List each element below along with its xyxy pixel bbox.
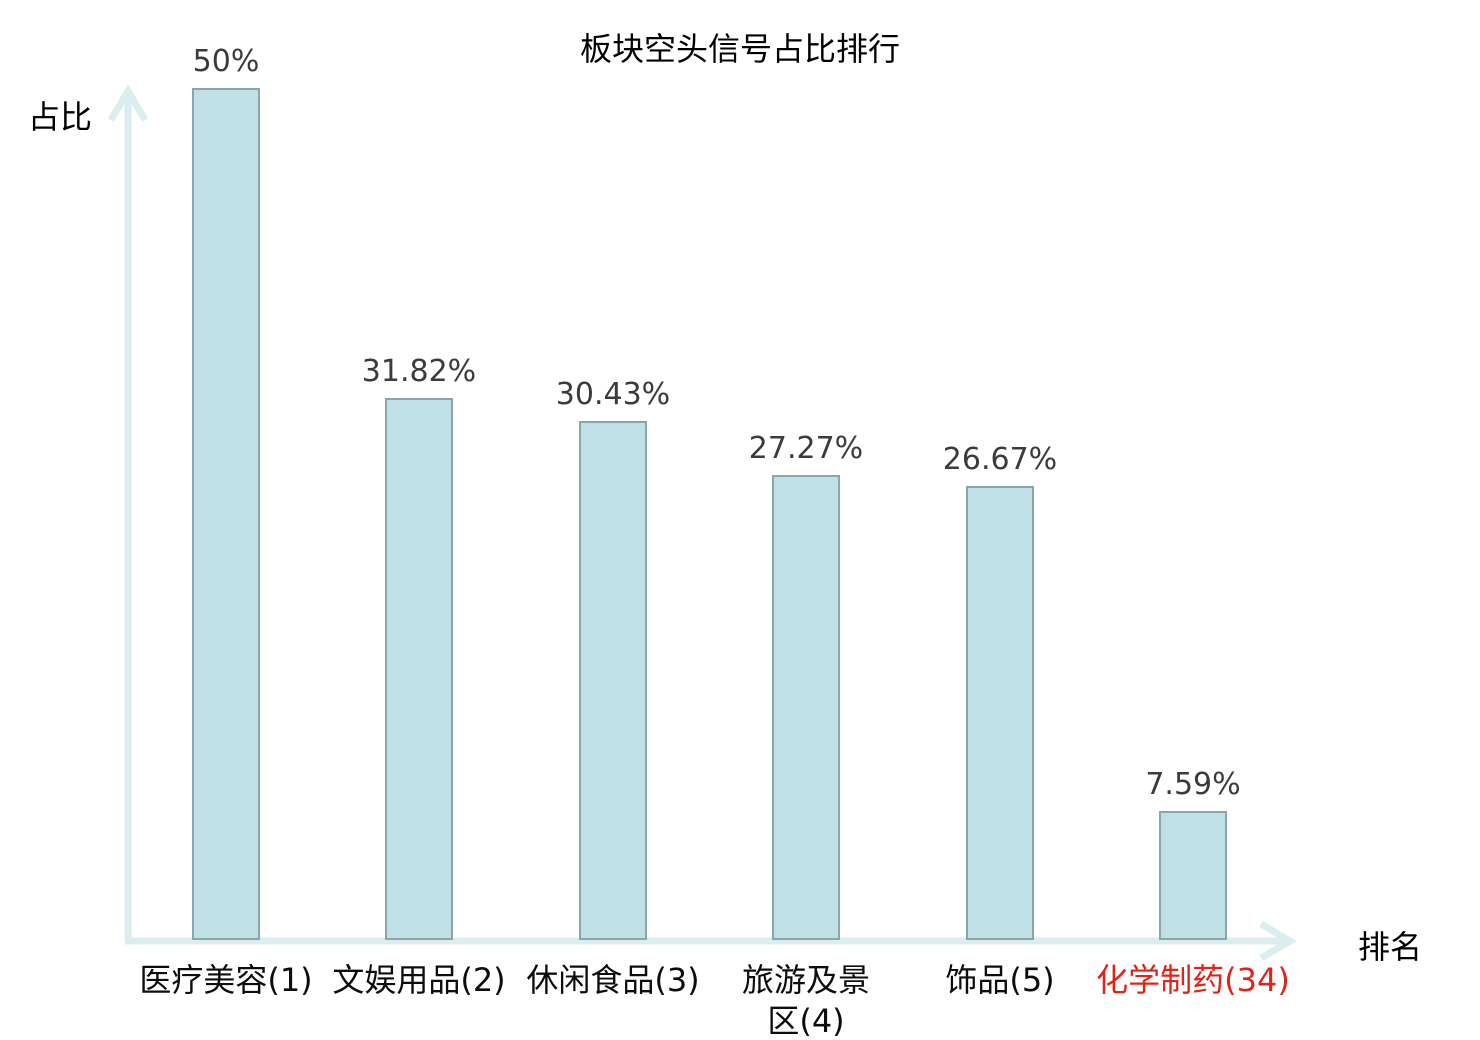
x-axis-label: 排名 bbox=[1358, 928, 1423, 966]
bar-value-label: 26.67% bbox=[942, 442, 1058, 477]
x-tick-label: 化学制药(34) bbox=[1096, 961, 1290, 999]
chart-title: 板块空头信号占比排行 bbox=[579, 30, 900, 68]
bar-value-label: 31.82% bbox=[361, 354, 477, 389]
x-tick-label: 休闲食品(3) bbox=[526, 961, 700, 999]
x-tick-label: 文娱用品(2) bbox=[332, 961, 506, 999]
bar-value-label: 50% bbox=[192, 44, 260, 79]
bar-value-label: 27.27% bbox=[748, 431, 864, 466]
bar-value-label: 7.59% bbox=[1145, 767, 1241, 802]
bar bbox=[192, 88, 260, 940]
x-tick-label: 医疗美容(1) bbox=[139, 961, 313, 999]
y-axis-arrow-icon bbox=[107, 84, 149, 122]
bar-value-label: 30.43% bbox=[555, 377, 671, 412]
x-axis-arrow-icon bbox=[1259, 920, 1297, 962]
bar bbox=[579, 421, 647, 940]
x-tick-label: 旅游及景 区(4) bbox=[741, 961, 870, 1040]
bar bbox=[966, 486, 1034, 940]
bar bbox=[772, 475, 840, 940]
bar bbox=[385, 398, 453, 940]
bar bbox=[1159, 811, 1227, 940]
x-tick-label: 饰品(5) bbox=[945, 961, 1055, 999]
y-axis-label: 占比 bbox=[28, 98, 93, 136]
